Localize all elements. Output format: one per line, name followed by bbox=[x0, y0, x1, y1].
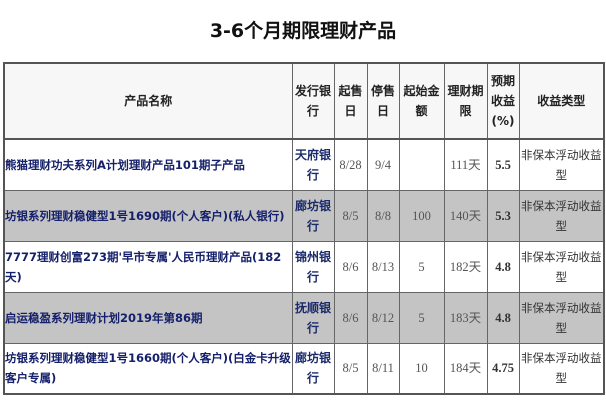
cell-product-name[interactable]: 坊银系列理财稳健型1号1660期(个人客户)(白金卡升级客户专属) bbox=[3, 342, 293, 395]
cell-term: 182天 bbox=[443, 240, 488, 293]
page-title: 3-6个月期限理财产品 bbox=[209, 20, 397, 42]
header-min-amount: 起始金额 bbox=[398, 62, 445, 140]
header-term: 理财期限 bbox=[443, 62, 488, 140]
cell-bank: 抚顺银行 bbox=[291, 291, 335, 344]
cell-min-amount: 10 bbox=[398, 342, 445, 395]
cell-min-amount: 5 bbox=[398, 291, 445, 344]
cell-expected-yield: 4.8 bbox=[486, 291, 520, 344]
header-product-name: 产品名称 bbox=[3, 62, 293, 140]
cell-term: 183天 bbox=[443, 291, 488, 344]
cell-stop-date: 8/12 bbox=[366, 291, 400, 344]
cell-min-amount bbox=[398, 138, 445, 191]
table-row: 熊猫理财功夫系列A计划理财产品101期子产品 天府银行 8/28 9/4 111天 5.5… bbox=[3, 138, 605, 191]
cell-expected-yield: 5.3 bbox=[486, 189, 520, 242]
table-row: 7777理财创富273期'早市专属'人民币理财产品(182天) 锦州银行 8/6 8/… bbox=[3, 240, 605, 293]
cell-expected-yield: 5.5 bbox=[486, 138, 520, 191]
cell-bank: 天府银行 bbox=[291, 138, 335, 191]
cell-stop-date: 9/4 bbox=[366, 138, 400, 191]
cell-stop-date: 8/13 bbox=[366, 240, 400, 293]
header-expected-yield: 预期收益(%) bbox=[486, 62, 520, 140]
cell-product-name[interactable]: 熊猫理财功夫系列A计划理财产品101期子产品 bbox=[3, 138, 293, 191]
cell-expected-yield: 4.75 bbox=[486, 342, 520, 395]
table-row: 坊银系列理财稳健型1号1660期(个人客户)(白金卡升级客户专属) 廊坊银行 8/5… bbox=[3, 342, 605, 395]
header-start-date: 起售日 bbox=[333, 62, 368, 140]
table-row: 启运稳盈系列理财计划2019年第86期 抚顺银行 8/6 8/12 5 183天 4.8 非保… bbox=[3, 291, 605, 344]
cell-yield-type: 非保本浮动收益型 bbox=[518, 189, 605, 242]
cell-bank: 锦州银行 bbox=[291, 240, 335, 293]
cell-bank: 廊坊银行 bbox=[291, 189, 335, 242]
header-yield-type: 收益类型 bbox=[518, 62, 605, 140]
cell-yield-type: 非保本浮动收益型 bbox=[518, 291, 605, 344]
cell-min-amount: 5 bbox=[398, 240, 445, 293]
cell-stop-date: 8/8 bbox=[366, 189, 400, 242]
cell-start-date: 8/6 bbox=[333, 291, 368, 344]
products-table: 产品名称 发行银行 起售日 停售日 起始金额 理财期限 预期收益(%) 收益类型… bbox=[3, 62, 605, 395]
cell-term: 140天 bbox=[443, 189, 488, 242]
cell-product-name[interactable]: 坊银系列理财稳健型1号1690期(个人客户)(私人银行) bbox=[3, 189, 293, 242]
cell-term: 111天 bbox=[443, 138, 488, 191]
cell-yield-type: 非保本浮动收益型 bbox=[518, 240, 605, 293]
cell-product-name[interactable]: 启运稳盈系列理财计划2019年第86期 bbox=[3, 291, 293, 344]
cell-start-date: 8/6 bbox=[333, 240, 368, 293]
table-row: 坊银系列理财稳健型1号1690期(个人客户)(私人银行) 廊坊银行 8/5 8/8 10… bbox=[3, 189, 605, 242]
cell-min-amount: 100 bbox=[398, 189, 445, 242]
header-stop-date: 停售日 bbox=[366, 62, 400, 140]
cell-yield-type: 非保本浮动收益型 bbox=[518, 138, 605, 191]
header-bank: 发行银行 bbox=[291, 62, 335, 140]
cell-start-date: 8/5 bbox=[333, 189, 368, 242]
cell-start-date: 8/28 bbox=[333, 138, 368, 191]
cell-bank: 廊坊银行 bbox=[291, 342, 335, 395]
cell-expected-yield: 4.8 bbox=[486, 240, 520, 293]
table-header-row: 产品名称 发行银行 起售日 停售日 起始金额 理财期限 预期收益(%) 收益类型 bbox=[3, 62, 605, 140]
cell-product-name[interactable]: 7777理财创富273期'早市专属'人民币理财产品(182天) bbox=[3, 240, 293, 293]
cell-term: 184天 bbox=[443, 342, 488, 395]
cell-start-date: 8/5 bbox=[333, 342, 368, 395]
cell-stop-date: 8/11 bbox=[366, 342, 400, 395]
cell-yield-type: 非保本浮动收益型 bbox=[518, 342, 605, 395]
